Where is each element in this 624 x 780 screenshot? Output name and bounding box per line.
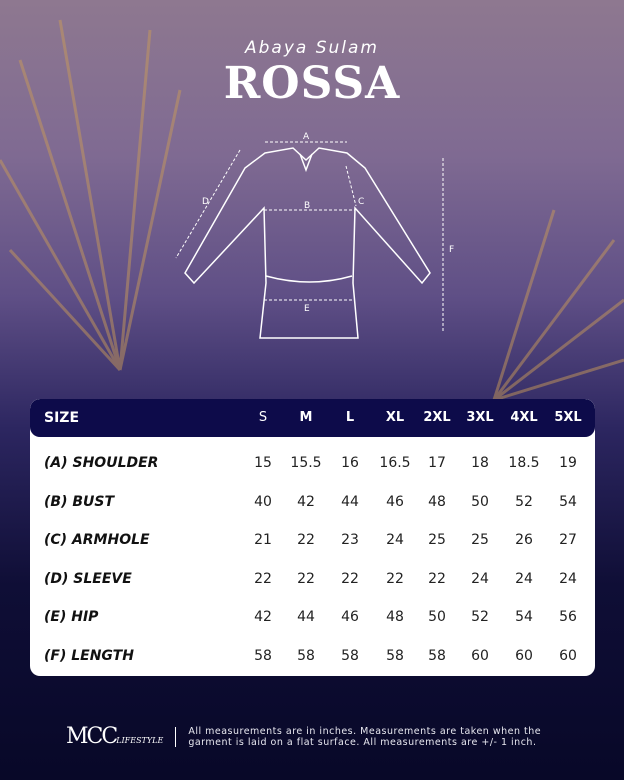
table-row: (F) LENGTH 58 58 58 58 58 60 60 60	[30, 648, 595, 668]
measurement-value: 42	[254, 609, 272, 626]
measurement-value: 22	[428, 570, 446, 587]
measurement-label: (A) SHOULDER	[44, 455, 159, 471]
measurement-value: 58	[428, 648, 446, 664]
measurement-value: 50	[471, 493, 489, 510]
measurement-value: 24	[559, 570, 577, 587]
label-b: B	[304, 201, 310, 211]
dried-palm-leaf-left	[0, 19, 182, 372]
measurement-label: (B) BUST	[44, 493, 115, 510]
label-a: A	[303, 132, 310, 142]
label-f: F	[449, 245, 454, 255]
brand-logo: MCCLIFESTYLE	[66, 724, 164, 749]
measurement-value: 60	[559, 648, 577, 664]
measurement-value: 23	[341, 532, 359, 549]
dried-palm-leaf-right	[492, 209, 624, 400]
measurement-value: 18	[471, 455, 489, 471]
measurement-value: 46	[341, 609, 359, 626]
measurement-value: 52	[515, 493, 533, 510]
size-col-header: M	[299, 410, 313, 425]
measurement-value: 24	[471, 570, 489, 587]
measurement-label: (D) SLEEVE	[44, 570, 132, 587]
measurement-value: 22	[254, 570, 272, 587]
measurement-value: 15	[254, 455, 272, 471]
measurement-label: (C) ARMHOLE	[44, 532, 150, 549]
measurement-value: 56	[559, 609, 577, 626]
measurement-value: 48	[386, 609, 404, 626]
size-chart-table: SIZE S M L XL 2XL 3XL 4XL 5XL (A) SHOULDER 15 15.…	[30, 399, 595, 676]
measurement-value: 54	[559, 493, 577, 510]
size-col-header: 5XL	[554, 410, 582, 425]
label-d: D	[202, 197, 209, 207]
measurement-value: 16	[341, 455, 359, 471]
measurement-value: 46	[386, 493, 404, 510]
measurement-value: 22	[297, 570, 315, 587]
size-col-header: S	[258, 410, 268, 425]
measurement-value: 24	[515, 570, 533, 587]
measurement-label: (F) LENGTH	[44, 648, 134, 664]
table-row: (E) HIP 42 44 46 48 50 52 54 56	[30, 609, 595, 629]
measurement-value: 25	[428, 532, 446, 549]
measurement-value: 18.5	[508, 455, 540, 471]
measurement-value: 60	[515, 648, 533, 664]
size-header: SIZE	[44, 410, 80, 426]
measurement-value: 27	[559, 532, 577, 549]
measurement-label: (E) HIP	[44, 609, 99, 626]
measurement-value: 25	[471, 532, 489, 549]
measurement-value: 21	[254, 532, 272, 549]
measurement-value: 26	[515, 532, 533, 549]
measurement-value: 19	[559, 455, 577, 471]
measurement-value: 48	[428, 493, 446, 510]
label-e: E	[304, 304, 310, 314]
measurement-value: 16.5	[379, 455, 411, 471]
measurement-value: 40	[254, 493, 272, 510]
table-header: SIZE S M L XL 2XL 3XL 4XL 5XL	[30, 399, 595, 437]
table-row: (D) SLEEVE 22 22 22 22 22 24 24 24	[30, 571, 595, 591]
size-col-header: 2XL	[423, 410, 451, 425]
measurement-value: 58	[386, 648, 404, 664]
measurement-value: 17	[428, 455, 446, 471]
measurement-value: 42	[297, 493, 315, 510]
measurement-value: 44	[297, 609, 315, 626]
table-row: (C) ARMHOLE 21 22 23 24 25 25 26 27	[30, 532, 595, 552]
size-col-header: XL	[385, 410, 405, 425]
measurement-value: 60	[471, 648, 489, 664]
footer: MCCLIFESTYLE All measurements are in inc…	[66, 724, 541, 749]
measurement-value: 22	[386, 570, 404, 587]
measurement-value: 58	[254, 648, 272, 664]
measurement-note: All measurements are in inches. Measurem…	[188, 725, 542, 748]
measurement-value: 58	[341, 648, 359, 664]
size-col-header: 4XL	[510, 410, 538, 425]
table-row: (A) SHOULDER 15 15.5 16 16.5 17 18 18.5 19	[30, 455, 595, 475]
measurement-value: 24	[386, 532, 404, 549]
measurement-value: 44	[341, 493, 359, 510]
measurement-value: 58	[297, 648, 315, 664]
product-title: ROSSA	[223, 58, 401, 109]
measurement-value: 52	[471, 609, 489, 626]
measurement-value: 50	[428, 609, 446, 626]
measurement-value: 54	[515, 609, 533, 626]
product-subtitle: Abaya Sulam	[245, 38, 379, 58]
measurement-value: 15.5	[290, 455, 322, 471]
measurement-value: 22	[341, 570, 359, 587]
table-row: (B) BUST 40 42 44 46 48 50 52 54	[30, 494, 595, 514]
size-col-header: L	[345, 410, 355, 425]
label-c: C	[358, 197, 364, 207]
divider	[175, 726, 177, 747]
garment-measurement-diagram: A B C D E F	[175, 132, 454, 339]
size-col-header: 3XL	[466, 410, 494, 425]
measurement-value: 22	[297, 532, 315, 549]
